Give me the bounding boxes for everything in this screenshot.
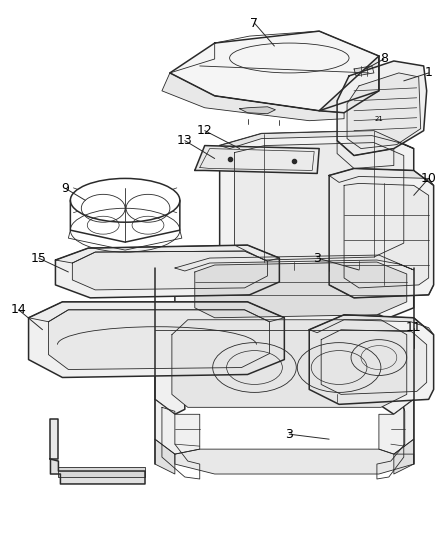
Text: 10: 10 <box>421 172 437 185</box>
Polygon shape <box>28 302 284 322</box>
Polygon shape <box>309 315 434 405</box>
Polygon shape <box>195 262 407 318</box>
Text: 9: 9 <box>61 182 69 195</box>
Polygon shape <box>58 467 145 477</box>
Polygon shape <box>50 419 58 459</box>
Text: 15: 15 <box>31 252 46 264</box>
Polygon shape <box>195 146 319 173</box>
Text: 21: 21 <box>374 116 383 122</box>
Polygon shape <box>175 255 414 325</box>
Polygon shape <box>56 245 279 298</box>
Polygon shape <box>219 131 414 265</box>
Text: 3: 3 <box>313 252 321 264</box>
Text: 12: 12 <box>197 124 212 137</box>
Polygon shape <box>337 141 394 168</box>
Polygon shape <box>309 315 434 335</box>
Polygon shape <box>319 56 379 113</box>
Polygon shape <box>240 107 276 114</box>
Polygon shape <box>329 168 434 298</box>
Polygon shape <box>56 245 279 263</box>
Polygon shape <box>170 31 379 111</box>
Polygon shape <box>72 251 268 290</box>
Polygon shape <box>347 73 420 149</box>
Polygon shape <box>162 73 344 120</box>
Polygon shape <box>172 320 407 407</box>
Polygon shape <box>337 61 427 156</box>
Polygon shape <box>28 302 284 377</box>
Text: 8: 8 <box>380 52 388 66</box>
Polygon shape <box>155 399 200 454</box>
Text: 14: 14 <box>11 303 26 316</box>
Polygon shape <box>50 459 145 484</box>
Polygon shape <box>379 399 414 454</box>
Text: 11: 11 <box>406 321 422 334</box>
Text: 1: 1 <box>425 67 433 79</box>
Polygon shape <box>329 168 434 185</box>
Polygon shape <box>175 255 414 271</box>
Polygon shape <box>344 183 429 288</box>
Polygon shape <box>219 131 414 149</box>
Polygon shape <box>354 66 374 76</box>
Text: 3: 3 <box>286 427 293 441</box>
Polygon shape <box>235 143 404 260</box>
Text: 7: 7 <box>251 17 258 30</box>
Polygon shape <box>175 449 414 474</box>
Polygon shape <box>394 439 414 474</box>
Polygon shape <box>49 310 269 369</box>
Polygon shape <box>321 330 427 394</box>
Polygon shape <box>155 315 414 414</box>
Polygon shape <box>155 439 175 474</box>
Text: 13: 13 <box>177 134 193 147</box>
